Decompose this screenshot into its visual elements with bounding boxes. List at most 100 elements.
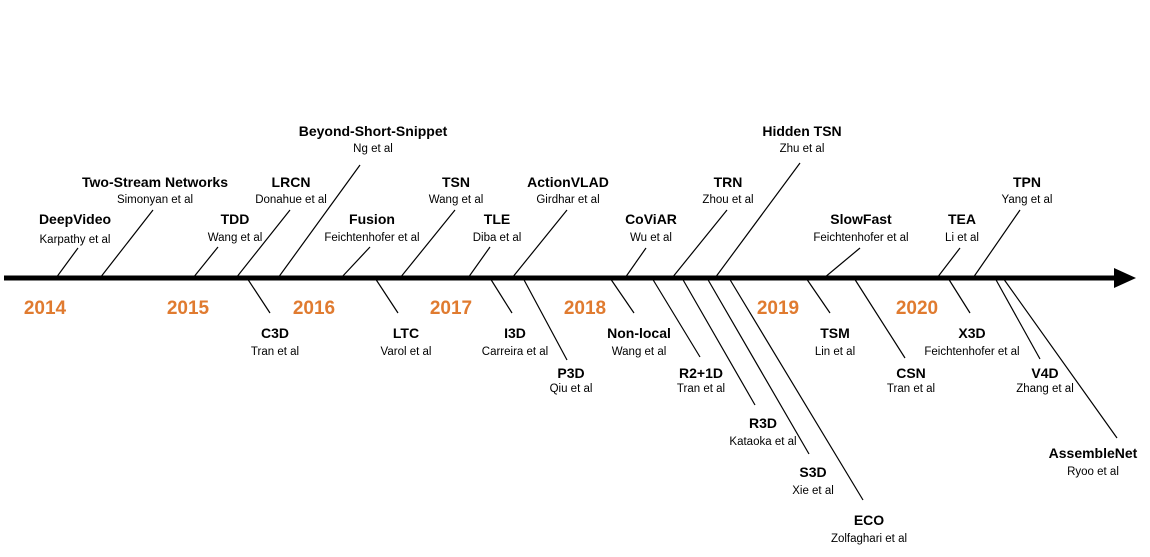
- year-label-2016: 2016: [293, 298, 335, 319]
- leader-line: [671, 209, 728, 279]
- method-authors: Feichtenhofer et al: [924, 346, 1019, 358]
- method-entry-assemblenet: AssembleNet Ryoo et al: [1002, 277, 1138, 478]
- leader-line: [489, 277, 513, 314]
- method-name: Fusion: [349, 211, 395, 227]
- method-name: DeepVideo: [39, 211, 111, 227]
- method-name: S3D: [799, 464, 826, 480]
- method-entry-non-local: Non-local Wang et al: [607, 277, 671, 358]
- method-entry-coviar: CoViAR Wu et al: [624, 211, 677, 279]
- leader-line: [192, 246, 219, 279]
- method-name: TEA: [948, 211, 976, 227]
- method-entry-lrcn: LRCN Donahue et al: [235, 174, 327, 279]
- method-entry-beyond-short-snippet: Beyond-Short-Snippet Ng et al: [277, 123, 448, 279]
- method-authors: Feichtenhofer et al: [813, 232, 908, 244]
- method-entry-r2-1d: R2+1D Tran et al: [651, 277, 725, 395]
- method-entry-trn: TRN Zhou et al: [671, 174, 754, 279]
- leader-line: [681, 277, 756, 406]
- method-name: R3D: [749, 415, 777, 431]
- method-authors: Lin et al: [815, 346, 855, 358]
- method-name: X3D: [958, 325, 985, 341]
- leader-line: [853, 277, 906, 359]
- method-authors: Zhou et al: [702, 194, 753, 206]
- method-authors: Varol et al: [381, 346, 432, 358]
- method-entry-tsn: TSN Wang et al: [399, 174, 484, 279]
- leader-line: [235, 209, 291, 279]
- method-name: TSN: [442, 174, 470, 190]
- method-authors: Ng et al: [353, 143, 393, 155]
- method-entry-v4d: V4D Zhang et al: [994, 277, 1074, 395]
- method-entry-two-stream-networks: Two-Stream Networks Simonyan et al: [82, 174, 228, 279]
- method-entry-tdd: TDD Wang et al: [192, 211, 262, 279]
- method-name: CoViAR: [625, 211, 677, 227]
- method-name: P3D: [557, 365, 584, 381]
- leader-line: [55, 247, 79, 279]
- method-entry-actionvlad: ActionVLAD Girdhar et al: [511, 174, 609, 279]
- method-entry-tpn: TPN Yang et al: [972, 174, 1053, 279]
- year-label-2017: 2017: [430, 298, 472, 319]
- method-entry-hidden-tsn: Hidden TSN Zhu et al: [714, 123, 842, 279]
- leader-line: [972, 209, 1021, 279]
- timeline-arrowhead: [1114, 268, 1136, 288]
- method-entry-ltc: LTC Varol et al: [374, 277, 432, 358]
- method-name: LTC: [393, 325, 419, 341]
- method-name: Non-local: [607, 325, 671, 341]
- method-entry-tea: TEA Li et al: [936, 211, 979, 279]
- method-authors: Wang et al: [612, 346, 667, 358]
- method-name: I3D: [504, 325, 526, 341]
- method-name: TRN: [714, 174, 743, 190]
- method-authors: Zhu et al: [780, 143, 825, 155]
- leader-line: [340, 246, 371, 279]
- leader-line: [277, 164, 361, 279]
- method-authors: Ryoo et al: [1067, 466, 1119, 478]
- method-name: TPN: [1013, 174, 1041, 190]
- method-authors: Li et al: [945, 232, 979, 244]
- method-authors: Diba et al: [473, 232, 522, 244]
- leader-line: [706, 277, 810, 455]
- method-authors: Simonyan et al: [117, 194, 193, 206]
- leader-line: [728, 277, 864, 501]
- leader-line: [805, 277, 831, 314]
- leader-line: [936, 247, 961, 279]
- method-authors: Yang et al: [1002, 194, 1053, 206]
- method-name: CSN: [896, 365, 926, 381]
- method-name: ActionVLAD: [527, 174, 609, 190]
- method-name: LRCN: [272, 174, 311, 190]
- year-label-2019: 2019: [757, 298, 799, 319]
- leader-line: [467, 246, 491, 279]
- method-entry-tsm: TSM Lin et al: [805, 277, 855, 358]
- leader-line: [624, 247, 647, 279]
- method-name: C3D: [261, 325, 289, 341]
- method-name: R2+1D: [679, 365, 723, 381]
- method-authors: Wang et al: [429, 194, 484, 206]
- method-authors: Carreira et al: [482, 346, 548, 358]
- method-entry-x3d: X3D Feichtenhofer et al: [924, 277, 1020, 358]
- leader-line: [994, 277, 1041, 360]
- method-authors: Qiu et al: [550, 383, 593, 395]
- method-entry-slowfast: SlowFast Feichtenhofer et al: [813, 211, 909, 279]
- year-label-2018: 2018: [564, 298, 606, 319]
- method-authors: Zhang et al: [1016, 383, 1074, 395]
- year-label-2014: 2014: [24, 298, 67, 319]
- method-name: ECO: [854, 512, 884, 528]
- method-entry-fusion: Fusion Feichtenhofer et al: [324, 211, 420, 279]
- leader-line: [511, 209, 568, 279]
- leader-line: [246, 277, 271, 314]
- year-label-2015: 2015: [167, 298, 210, 319]
- method-authors: Feichtenhofer et al: [324, 232, 419, 244]
- method-entry-deepvideo: DeepVideo Karpathy et al: [39, 211, 111, 279]
- year-label-2020: 2020: [896, 298, 938, 319]
- method-authors: Donahue et al: [255, 194, 327, 206]
- method-name: Beyond-Short-Snippet: [299, 123, 448, 139]
- method-name: Hidden TSN: [762, 123, 841, 139]
- method-name: Two-Stream Networks: [82, 174, 228, 190]
- leader-line: [374, 277, 399, 314]
- method-authors: Tran et al: [677, 383, 725, 395]
- leader-line: [522, 277, 568, 361]
- leader-line: [947, 277, 971, 314]
- leader-line: [99, 209, 154, 279]
- leader-line: [1002, 277, 1118, 439]
- method-authors: Karpathy et al: [40, 234, 111, 246]
- method-name: TLE: [484, 211, 510, 227]
- method-entry-i3d: I3D Carreira et al: [482, 277, 548, 358]
